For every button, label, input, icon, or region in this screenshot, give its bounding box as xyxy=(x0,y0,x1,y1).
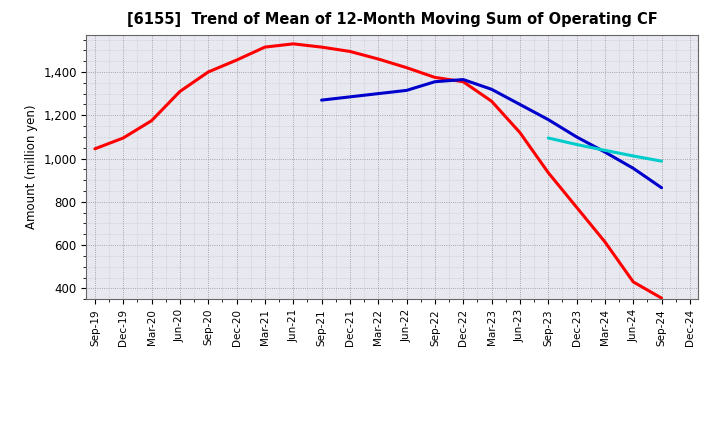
3 Years xyxy=(119,136,127,141)
3 Years xyxy=(318,44,326,50)
7 Years xyxy=(629,153,637,158)
5 Years xyxy=(516,102,524,107)
3 Years xyxy=(572,205,581,210)
5 Years xyxy=(374,91,382,96)
Line: 3 Years: 3 Years xyxy=(95,44,662,298)
7 Years xyxy=(572,142,581,147)
3 Years xyxy=(346,49,354,54)
3 Years xyxy=(600,239,609,245)
3 Years xyxy=(487,99,496,104)
5 Years xyxy=(459,77,467,82)
3 Years xyxy=(204,70,212,75)
5 Years xyxy=(431,79,439,84)
7 Years xyxy=(544,136,552,141)
3 Years xyxy=(91,146,99,151)
5 Years xyxy=(544,117,552,122)
3 Years xyxy=(148,118,156,123)
3 Years xyxy=(261,44,269,50)
5 Years xyxy=(572,134,581,139)
3 Years xyxy=(402,65,411,70)
3 Years xyxy=(657,296,666,301)
3 Years xyxy=(233,58,241,63)
5 Years xyxy=(487,87,496,92)
5 Years xyxy=(346,94,354,99)
3 Years xyxy=(516,130,524,135)
3 Years xyxy=(374,56,382,62)
3 Years xyxy=(629,279,637,285)
Line: 5 Years: 5 Years xyxy=(322,80,662,188)
3 Years xyxy=(289,41,297,47)
5 Years xyxy=(629,165,637,171)
7 Years xyxy=(657,158,666,164)
3 Years xyxy=(431,75,439,80)
3 Years xyxy=(459,79,467,84)
5 Years xyxy=(402,88,411,93)
3 Years xyxy=(544,170,552,175)
Y-axis label: Amount (million yen): Amount (million yen) xyxy=(24,105,37,229)
5 Years xyxy=(600,150,609,155)
7 Years xyxy=(600,148,609,153)
Line: 7 Years: 7 Years xyxy=(548,138,662,161)
3 Years xyxy=(176,89,184,94)
5 Years xyxy=(318,98,326,103)
Title: [6155]  Trend of Mean of 12-Month Moving Sum of Operating CF: [6155] Trend of Mean of 12-Month Moving … xyxy=(127,12,658,27)
5 Years xyxy=(657,185,666,191)
